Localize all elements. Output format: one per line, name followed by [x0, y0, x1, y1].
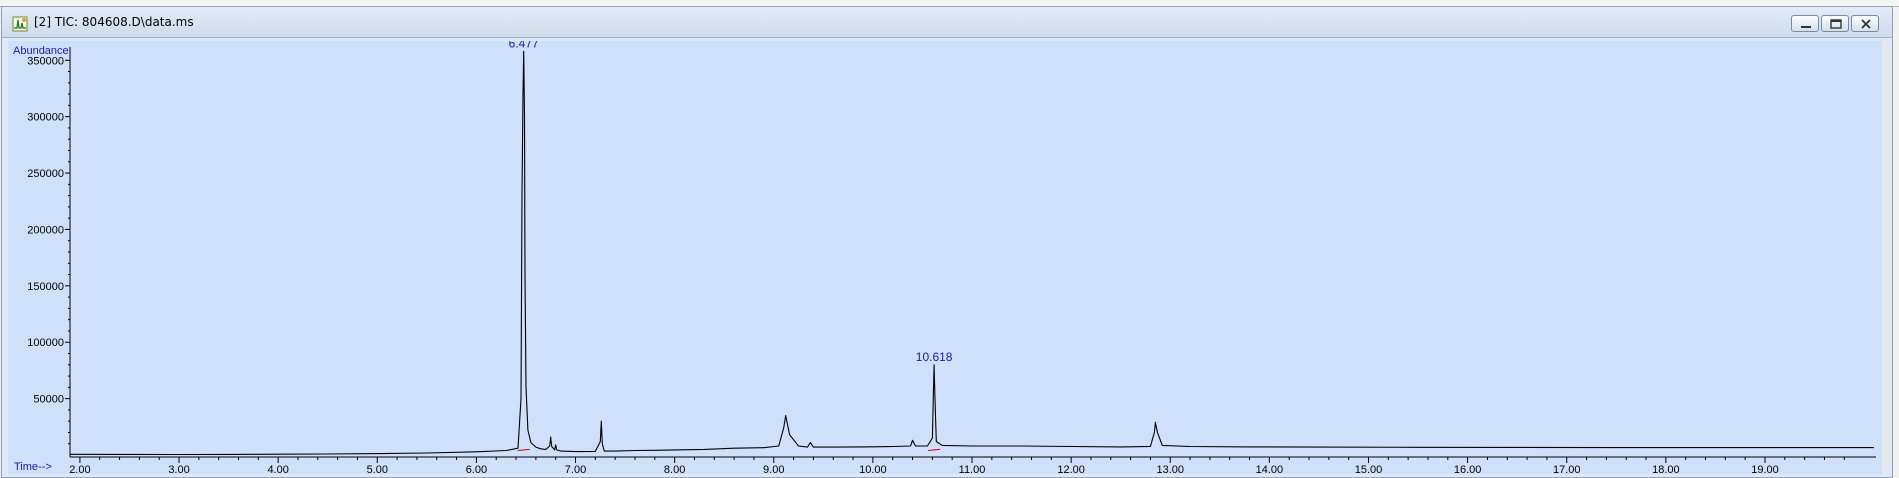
x-tick-label: 17.00 [1553, 464, 1581, 474]
x-tick-label: 10.00 [859, 464, 887, 474]
x-tick-label: 3.00 [168, 464, 189, 474]
y-tick-label: 250000 [27, 168, 64, 180]
y-axis-label: Abundance [13, 45, 69, 57]
minimize-icon [1801, 26, 1811, 28]
x-tick-label: 6.00 [466, 464, 487, 474]
x-tick-label: 2.00 [69, 464, 90, 474]
window-title: [2] TIC: 804608.D\data.ms [34, 15, 194, 29]
peak-label: 6.477 [509, 41, 539, 50]
restore-icon [1830, 19, 1842, 29]
integration-baseline-mark [517, 448, 530, 451]
x-tick-label: 11.00 [959, 464, 986, 474]
x-tick-label: 19.00 [1751, 464, 1779, 474]
x-tick-label: 8.00 [664, 464, 685, 474]
x-tick-label: 7.00 [565, 464, 586, 474]
x-axis-label: Time--> [14, 461, 52, 473]
integration-baseline-mark [928, 448, 941, 451]
x-tick-label: 9.00 [763, 464, 784, 474]
y-tick-label: 150000 [27, 281, 64, 293]
restore-button[interactable] [1821, 15, 1849, 32]
close-icon [1861, 19, 1871, 29]
x-tick-label: 13.00 [1156, 464, 1184, 474]
window-titlebar[interactable]: [2] TIC: 804608.D\data.ms [2, 7, 1892, 38]
minimize-button[interactable] [1791, 15, 1819, 32]
chromatogram-window: [2] TIC: 804608.D\data.ms Abundance Time… [1, 6, 1893, 478]
y-tick-label: 100000 [27, 337, 64, 349]
y-tick-label: 50000 [33, 394, 64, 406]
x-tick-label: 15.00 [1355, 464, 1383, 474]
x-tick-label: 14.00 [1256, 464, 1284, 474]
chromatogram-icon [12, 16, 28, 32]
x-tick-label: 18.00 [1652, 464, 1680, 474]
x-tick-label: 4.00 [267, 464, 288, 474]
y-tick-label: 350000 [27, 55, 64, 67]
y-tick-label: 300000 [27, 112, 64, 124]
tic-trace-line [69, 50, 1874, 456]
vertical-scrollbar[interactable] [1882, 41, 1887, 474]
chart-area: Abundance Time--> 50000 100000 150000 20000… [8, 41, 1887, 474]
x-tick-label: 5.00 [367, 464, 388, 474]
close-button[interactable] [1851, 15, 1879, 32]
y-tick-label: 200000 [27, 224, 64, 236]
x-tick-label: 16.00 [1454, 464, 1482, 474]
peak-label: 10.618 [916, 350, 953, 364]
x-tick-label: 12.00 [1057, 464, 1085, 474]
tic-chromatogram-chart[interactable]: Abundance Time--> 50000 100000 150000 20000… [8, 41, 1882, 474]
